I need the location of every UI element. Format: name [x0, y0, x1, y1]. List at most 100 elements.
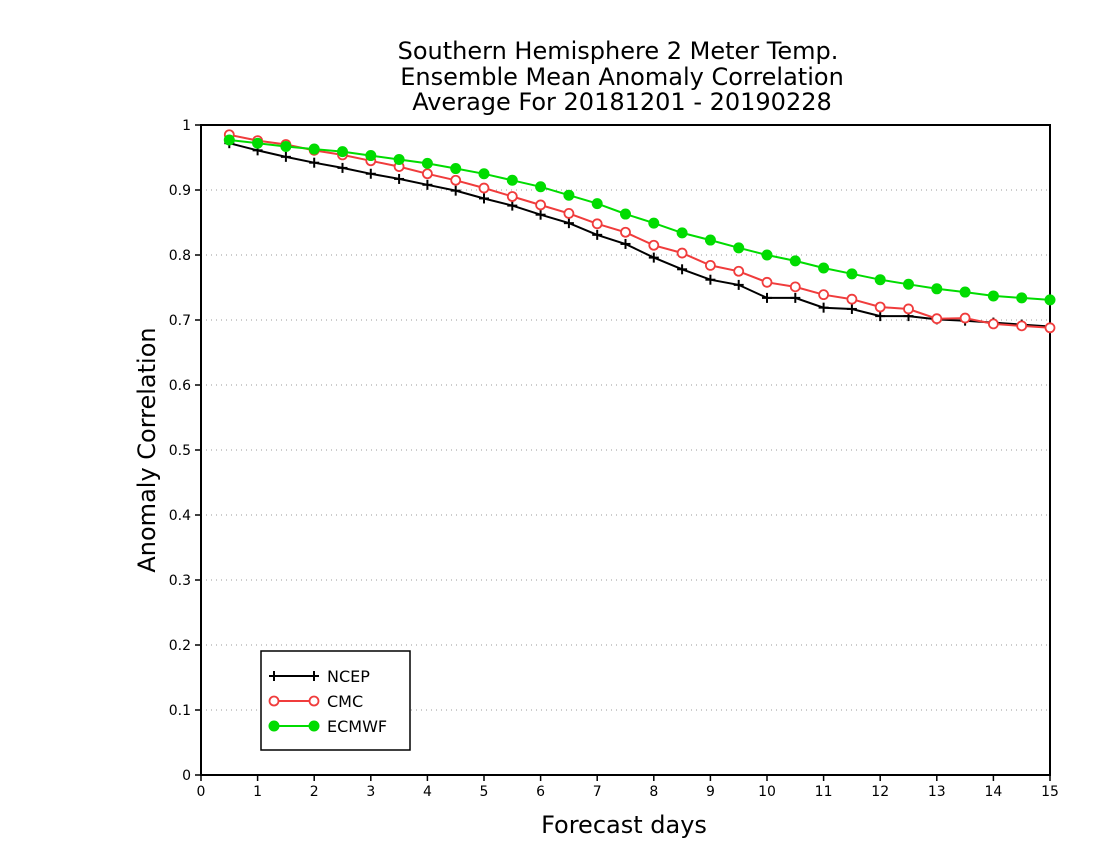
legend-marker — [308, 720, 320, 732]
legend-item-ncep: NCEP — [269, 667, 370, 686]
data-point-cmc — [988, 318, 999, 330]
data-point-cmc — [705, 259, 716, 271]
data-point-ncep — [818, 302, 829, 313]
y-tick-label: 0.9 — [169, 183, 191, 199]
x-tick-label: 15 — [1041, 784, 1059, 800]
legend-label-cmc: CMC — [327, 692, 363, 711]
legend-item-ecmwf: ECMWF — [268, 717, 387, 736]
data-point-cmc — [506, 191, 518, 202]
data-point-ecmwf — [959, 286, 971, 298]
data-point-ncep — [705, 274, 716, 285]
y-tick-label: 0.8 — [169, 248, 191, 264]
data-point-cmc — [903, 303, 914, 315]
legend-item-cmc: CMC — [268, 692, 363, 711]
title-line-2: Ensemble Mean Anomaly Correlation — [400, 63, 844, 91]
data-point-ecmwf — [563, 189, 575, 201]
legend-marker — [268, 720, 280, 732]
data-point-cmc — [648, 239, 660, 251]
x-tick-label: 7 — [593, 784, 602, 800]
data-point-cmc — [676, 247, 688, 259]
data-point-cmc — [1016, 320, 1028, 332]
data-point-ncep — [790, 292, 801, 303]
data-point-cmc — [874, 301, 886, 313]
data-point-cmc — [733, 265, 745, 277]
y-tick-label: 0 — [182, 768, 191, 784]
data-point-cmc — [761, 276, 773, 288]
data-point-cmc — [591, 218, 603, 230]
data-point-ecmwf — [280, 140, 292, 152]
y-axis-label: Anomaly Correlation — [133, 327, 161, 572]
legend-label-ncep: NCEP — [327, 667, 370, 686]
x-tick-label: 13 — [928, 784, 946, 800]
series-line-ecmwf — [229, 139, 1051, 301]
data-point-cmc — [563, 207, 575, 219]
x-tick-label: 3 — [366, 784, 375, 800]
y-tick-label: 1 — [182, 118, 191, 134]
data-point-cmc — [478, 182, 490, 194]
data-point-ecmwf — [761, 249, 773, 261]
data-point-ncep — [394, 173, 405, 184]
data-point-ecmwf — [620, 208, 631, 220]
data-point-ecmwf — [789, 255, 801, 267]
data-point-ncep — [309, 157, 320, 168]
data-point-ncep — [450, 185, 461, 196]
x-tick-label: 1 — [253, 784, 262, 800]
x-tick-label: 8 — [649, 784, 658, 800]
data-point-ncep — [620, 238, 631, 249]
data-point-cmc — [959, 312, 971, 324]
y-tick-label: 0.7 — [169, 313, 191, 329]
data-point-ncep — [733, 279, 744, 290]
data-point-ecmwf — [874, 274, 886, 286]
x-tick-label: 14 — [984, 784, 1002, 800]
legend: NCEP CMC ECMWF — [260, 650, 411, 751]
data-point-ecmwf — [648, 217, 660, 229]
data-point-ecmwf — [421, 157, 433, 169]
data-point-ncep — [280, 151, 291, 162]
y-tick-label: 0.1 — [169, 703, 191, 719]
series-line-cmc — [229, 133, 1051, 329]
y-tick-label: 0.3 — [169, 573, 191, 589]
gridlines — [201, 189, 1050, 711]
x-tick-label: 2 — [310, 784, 319, 800]
x-tick-label: 10 — [758, 784, 776, 800]
data-point-cmc — [620, 226, 631, 238]
x-tick-label: 12 — [871, 784, 889, 800]
data-point-cmc — [846, 293, 858, 305]
data-point-ecmwf — [365, 150, 377, 162]
data-point-ecmwf — [393, 153, 405, 165]
title-line-3: Average For 20181201 - 20190228 — [412, 88, 832, 116]
data-point-ecmwf — [223, 134, 235, 146]
series-cmc — [223, 129, 1056, 334]
data-point-ncep — [875, 311, 886, 322]
y-tick-label: 0.4 — [169, 508, 191, 524]
data-point-ecmwf — [846, 268, 858, 280]
series-ecmwf — [223, 134, 1056, 306]
data-point-ncep — [563, 218, 574, 229]
data-point-ecmwf — [733, 242, 745, 254]
series-ncep — [224, 138, 1055, 332]
data-point-ecmwf — [450, 163, 462, 175]
chart-title: Southern Hemisphere 2 Meter Temp. Ensemb… — [398, 37, 844, 116]
y-axis-tick-labels: 0 0.1 0.2 0.3 0.4 0.5 0.6 0.7 0.8 0.9 1 — [169, 118, 191, 784]
title-line-1: Southern Hemisphere 2 Meter Temp. — [398, 37, 839, 65]
y-tick-label: 0.5 — [169, 443, 191, 459]
data-point-ecmwf — [506, 174, 518, 186]
y-tick-label: 0.6 — [169, 378, 191, 394]
x-tick-label: 4 — [423, 784, 432, 800]
data-point-ecmwf — [931, 283, 943, 295]
data-point-cmc — [535, 199, 546, 211]
axis-ticks — [195, 124, 1051, 781]
x-tick-label: 6 — [536, 784, 545, 800]
data-point-ncep — [507, 200, 518, 211]
series-line-ncep — [229, 142, 1051, 328]
data-point-ecmwf — [1044, 294, 1056, 306]
data-point-cmc — [450, 174, 462, 186]
data-point-ncep — [365, 168, 376, 179]
data-point-ncep — [592, 229, 603, 240]
data-point-ecmwf — [308, 143, 320, 155]
legend-label-ecmwf: ECMWF — [327, 717, 387, 736]
y-tick-label: 0.2 — [169, 638, 191, 654]
legend-marker — [269, 671, 279, 681]
legend-marker — [309, 671, 319, 681]
